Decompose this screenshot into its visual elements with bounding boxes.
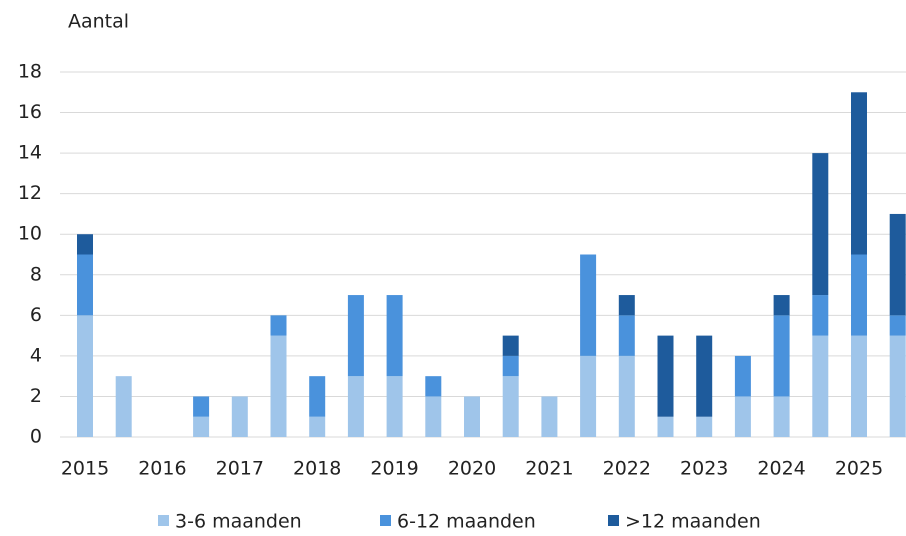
bar-segment [386, 376, 403, 437]
x-tick-label: 2021 [525, 458, 573, 480]
bar-segment [812, 153, 829, 296]
bar-segment [77, 234, 93, 255]
bar-segment [502, 376, 519, 437]
bar-segment [231, 396, 248, 437]
y-tick-label: 18 [18, 61, 42, 83]
x-tick-label: 2022 [603, 458, 651, 480]
legend-label: >12 maanden [625, 511, 761, 533]
bar-segment [812, 295, 829, 336]
bar-segment [425, 376, 442, 397]
legend-swatch [380, 515, 391, 526]
x-tick-label: 2015 [61, 458, 109, 480]
y-tick-label: 2 [30, 385, 42, 407]
bar-segment [618, 315, 635, 356]
bar-segment [502, 355, 519, 377]
bar-segment [889, 335, 906, 437]
legend-label: 3-6 maanden [175, 511, 302, 533]
x-tick-label: 2020 [448, 458, 496, 480]
bar-segment [77, 254, 93, 316]
bar-segment [851, 254, 867, 336]
bar-segment [618, 355, 635, 437]
bar-segment [618, 295, 635, 316]
bar-segment [696, 335, 713, 417]
bar-segment [425, 396, 442, 437]
bar-segment [502, 335, 519, 356]
bar-segment [773, 295, 790, 316]
bar-segment [270, 315, 287, 336]
x-tick-label: 2025 [835, 458, 883, 480]
bar-segment [309, 376, 326, 417]
bar-segment [193, 416, 210, 437]
legend-swatch [158, 515, 169, 526]
y-tick-label: 8 [30, 263, 42, 285]
bar-segment [773, 315, 790, 397]
bar-segment [734, 355, 751, 397]
bar-segment [812, 335, 829, 437]
y-tick-label: 6 [30, 304, 42, 326]
y-tick-label: 16 [18, 101, 42, 123]
bar-segment [193, 396, 210, 417]
x-tick-label: 2023 [680, 458, 728, 480]
y-tick-label: 10 [18, 223, 42, 245]
y-tick-label: 4 [30, 344, 42, 366]
x-tick-label: 2017 [216, 458, 264, 480]
bar-segment [347, 295, 364, 377]
legend-swatch [608, 515, 619, 526]
x-tick-label: 2024 [757, 458, 805, 480]
bar-segment [734, 396, 751, 437]
x-tick-label: 2016 [138, 458, 186, 480]
bar-segment [386, 295, 403, 377]
bar-segment [347, 376, 364, 437]
bar-segment [541, 396, 558, 437]
x-tick-label: 2018 [293, 458, 341, 480]
bar-segment [657, 416, 674, 437]
y-tick-label: 14 [18, 142, 42, 164]
bar-segment [270, 335, 287, 437]
y-axis-label: Aantal [68, 11, 129, 33]
y-tick-label: 0 [30, 426, 42, 448]
bar-segment [657, 335, 674, 417]
bar-segment [889, 315, 906, 336]
x-tick-label: 2019 [370, 458, 418, 480]
bar-segment [464, 396, 480, 437]
bar-segment [851, 92, 867, 255]
bar-segment [309, 416, 326, 437]
bar-segment [580, 254, 597, 356]
bar-segment [851, 335, 867, 437]
bar-segment [580, 355, 597, 437]
legend-label: 6-12 maanden [397, 511, 536, 533]
bar-segment [77, 315, 93, 437]
bar-segment [889, 213, 906, 316]
bar-segment [115, 376, 132, 437]
y-tick-label: 12 [18, 182, 42, 204]
bar-segment [773, 396, 790, 437]
bar-segment [696, 416, 713, 437]
